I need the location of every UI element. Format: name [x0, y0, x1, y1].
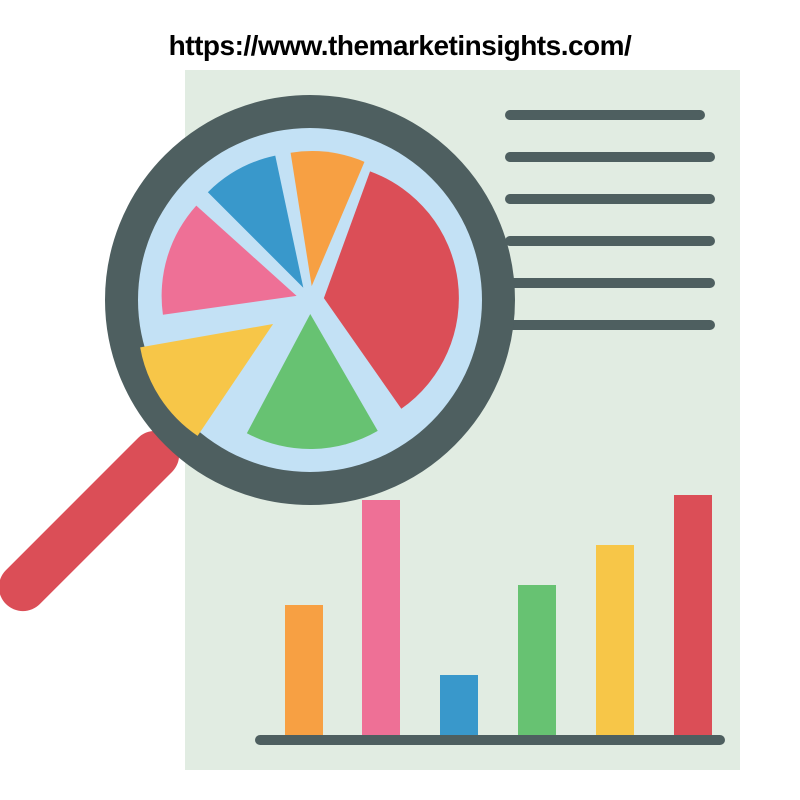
- pie-slice: [140, 324, 273, 436]
- infographic-stage: { "url_text": "https://www.themarketinsi…: [0, 0, 800, 800]
- pie-chart: [0, 0, 800, 800]
